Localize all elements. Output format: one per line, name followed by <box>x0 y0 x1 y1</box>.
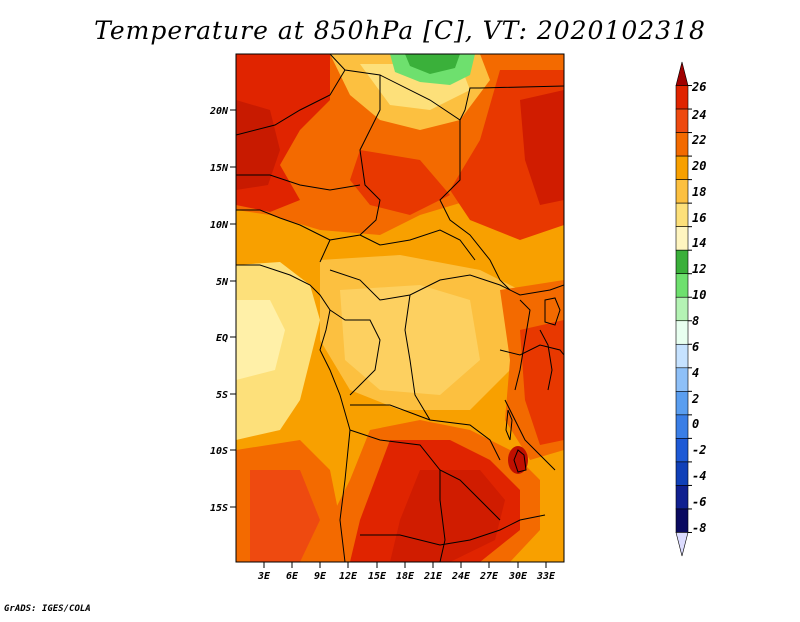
lakes <box>505 297 561 473</box>
lon-ticks <box>263 562 547 568</box>
colorbar-label: 18 <box>692 185 706 199</box>
colorbar: 26 24 22 20 18 16 14 12 10 8 6 4 2 0 -2 … <box>675 61 706 557</box>
lon-label-15e: 15E <box>368 571 387 582</box>
colorbar-label: 8 <box>692 314 699 328</box>
colorbar-label: 10 <box>692 288 706 302</box>
colorbar-label: 24 <box>691 108 706 122</box>
colorbar-label: 16 <box>692 211 706 225</box>
colorbar-label: 22 <box>691 133 706 147</box>
lat-label-10s: 10S <box>210 446 228 457</box>
colorbar-triangle-top <box>675 61 689 86</box>
colorbar-segment <box>675 414 689 439</box>
colorbar-label: -6 <box>692 495 706 509</box>
lat-ticks <box>230 109 236 508</box>
colorbar-segment <box>675 508 689 533</box>
colorbar-segment <box>675 108 689 133</box>
colorbar-label: 6 <box>692 340 699 354</box>
lon-label-3e: 3E <box>257 571 271 582</box>
colorbar-segment <box>675 391 689 416</box>
lon-label-21e: 21E <box>423 571 443 582</box>
map-frame <box>235 53 565 563</box>
colorbar-segment <box>675 296 689 322</box>
lon-label-9e: 9E <box>314 571 327 582</box>
lat-label-15n: 15N <box>210 163 229 174</box>
colorbar-segment <box>675 485 689 510</box>
colorbar-label: 0 <box>692 417 699 431</box>
lon-label-27e: 27E <box>479 571 499 582</box>
lat-label-eq: EQ <box>216 333 228 344</box>
lon-label-18e: 18E <box>396 571 415 582</box>
colorbar-label: -8 <box>692 521 706 535</box>
lat-label-10n: 10N <box>210 220 229 231</box>
country-borders <box>236 54 564 562</box>
colorbar-segment <box>675 132 689 157</box>
colorbar-label: 2 <box>691 392 699 406</box>
colorbar-label: -4 <box>692 469 706 483</box>
map-title: Temperature at 850hPa [C], VT: 202010231… <box>94 16 706 45</box>
colorbar-triangle-bottom <box>675 532 689 557</box>
lon-label-30e: 30E <box>508 571 528 582</box>
colorbar-segment <box>675 461 689 486</box>
colorbar-label: 20 <box>691 159 706 173</box>
colorbar-segment <box>675 249 689 275</box>
colorbar-segment <box>675 85 689 110</box>
colorbar-segment <box>675 343 689 369</box>
colorbar-label: 4 <box>692 366 699 380</box>
colorbar-segment <box>675 273 689 298</box>
lon-label-24e: 24E <box>451 571 471 582</box>
lat-label-5n: 5N <box>216 277 229 288</box>
lat-label-15s: 15S <box>210 503 228 514</box>
colorbar-segment <box>675 155 689 180</box>
colorbar-segment <box>675 226 689 251</box>
lon-label-6e: 6E <box>286 571 299 582</box>
lon-label-33e: 33E <box>536 571 556 582</box>
colorbar-label: 14 <box>692 236 706 250</box>
lat-label-5s: 5S <box>216 390 228 401</box>
temperature-field <box>236 54 564 562</box>
colorbar-segment <box>675 438 689 463</box>
colorbar-segment <box>675 202 689 227</box>
lon-label-12e: 12E <box>339 571 358 582</box>
lat-label-20n: 20N <box>209 106 229 117</box>
colorbar-label: -2 <box>692 443 706 457</box>
grads-credit: GrADS: IGES/COLA <box>4 604 91 614</box>
colorbar-segment <box>675 367 689 392</box>
colorbar-label: 12 <box>692 262 706 276</box>
colorbar-segment <box>675 320 689 345</box>
colorbar-label: 26 <box>691 80 706 94</box>
colorbar-segment <box>675 179 689 204</box>
